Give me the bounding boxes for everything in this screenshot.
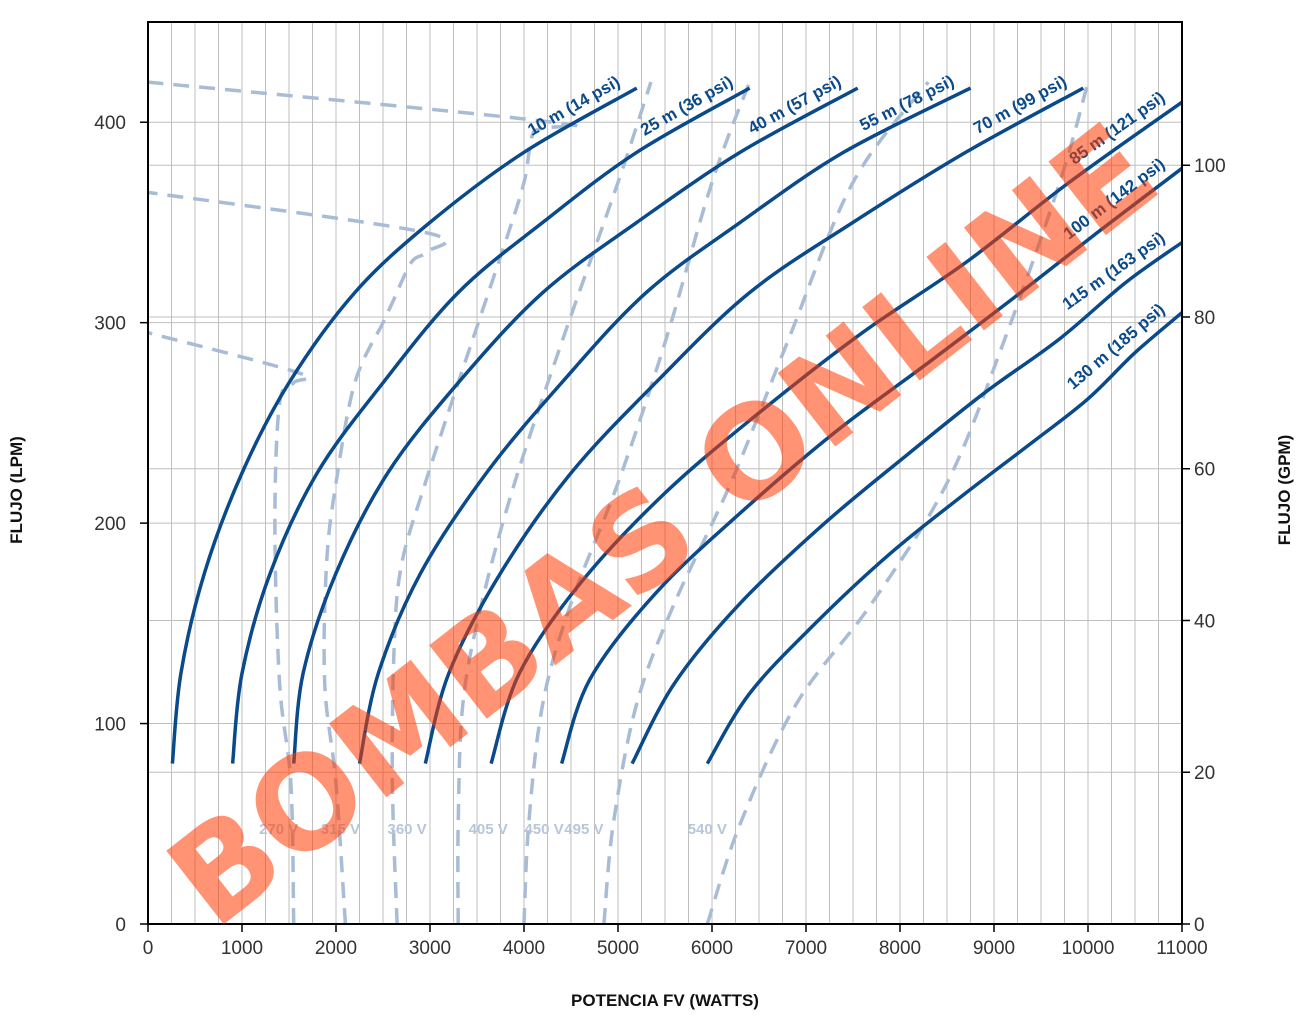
x-tick-label: 7000 xyxy=(785,938,827,959)
y-tick-label-right: 80 xyxy=(1194,308,1215,329)
x-tick-label: 0 xyxy=(143,938,154,959)
head-curve-1 xyxy=(230,86,751,764)
x-tick-label: 8000 xyxy=(879,938,921,959)
head-curve-label: 130 m (185 psi) xyxy=(1063,300,1168,394)
voltage-label: 315 V xyxy=(321,821,360,838)
y-tick-label-left: 200 xyxy=(94,514,126,535)
x-axis-title: POTENCIA FV (WATTS) xyxy=(571,991,759,1010)
y-tick-label-right: 100 xyxy=(1194,156,1226,177)
x-tick-label: 1000 xyxy=(221,938,263,959)
voltage-line-5 xyxy=(602,81,930,925)
x-tick-label: 11000 xyxy=(1156,938,1207,959)
y-axis-right-title: FLUJO (GPM) xyxy=(1275,435,1294,546)
head-curve-5 xyxy=(489,100,1184,765)
voltage-label: 405 V xyxy=(469,821,508,838)
voltage-label: 495 V xyxy=(564,821,603,838)
voltage-line-0 xyxy=(147,331,311,925)
y-axis-left-title: FLUJO (LPM) xyxy=(7,436,26,544)
y-tick-label-left: 100 xyxy=(94,715,126,736)
voltage-label: 540 V xyxy=(688,821,727,838)
watermark: BOMBAS ONLINE xyxy=(142,96,1185,956)
x-tick-label: 10000 xyxy=(1062,938,1115,959)
voltage-label: 270 V xyxy=(259,821,298,838)
head-curve-0 xyxy=(170,86,638,764)
y-tick-label-right: 60 xyxy=(1194,460,1215,481)
y-tick-label-right: 0 xyxy=(1194,915,1205,936)
x-tick-label: 6000 xyxy=(691,938,733,959)
head-curve-label: 10 m (14 psi) xyxy=(524,72,623,139)
head-curve-2 xyxy=(291,86,859,764)
y-tick-label-left: 300 xyxy=(94,314,126,335)
head-curve-8 xyxy=(705,311,1184,765)
plot-frame xyxy=(147,21,1183,925)
voltage-line-3 xyxy=(456,81,653,925)
y-tick-label-left: 0 xyxy=(115,915,126,936)
voltage-label: 450 V xyxy=(524,821,563,838)
voltage-label: 360 V xyxy=(387,821,426,838)
watermark-text: BOMBAS ONLINE xyxy=(142,96,1185,956)
x-tick-label: 4000 xyxy=(503,938,545,959)
head-curve-3 xyxy=(357,86,972,764)
head-curve-label: 25 m (36 psi) xyxy=(637,72,736,139)
y-tick-label-left: 400 xyxy=(94,113,126,134)
voltage-line-1 xyxy=(147,190,448,925)
x-tick-label: 3000 xyxy=(409,938,451,959)
axes: 0 1000 2000 3000 4000 5000 6000 7000 8000 9000 100… xyxy=(94,21,1226,959)
head-curve-4 xyxy=(423,86,1085,765)
head-curve-7 xyxy=(630,241,1184,765)
head-curve-6 xyxy=(559,166,1184,765)
y-tick-label-right: 40 xyxy=(1194,611,1215,632)
x-tick-label: 2000 xyxy=(315,938,357,959)
x-tick-label: 5000 xyxy=(597,938,639,959)
y-tick-label-right: 20 xyxy=(1194,763,1215,784)
voltage-line-2 xyxy=(147,80,580,925)
x-tick-label: 9000 xyxy=(973,938,1015,959)
voltage-line-4 xyxy=(522,81,752,925)
